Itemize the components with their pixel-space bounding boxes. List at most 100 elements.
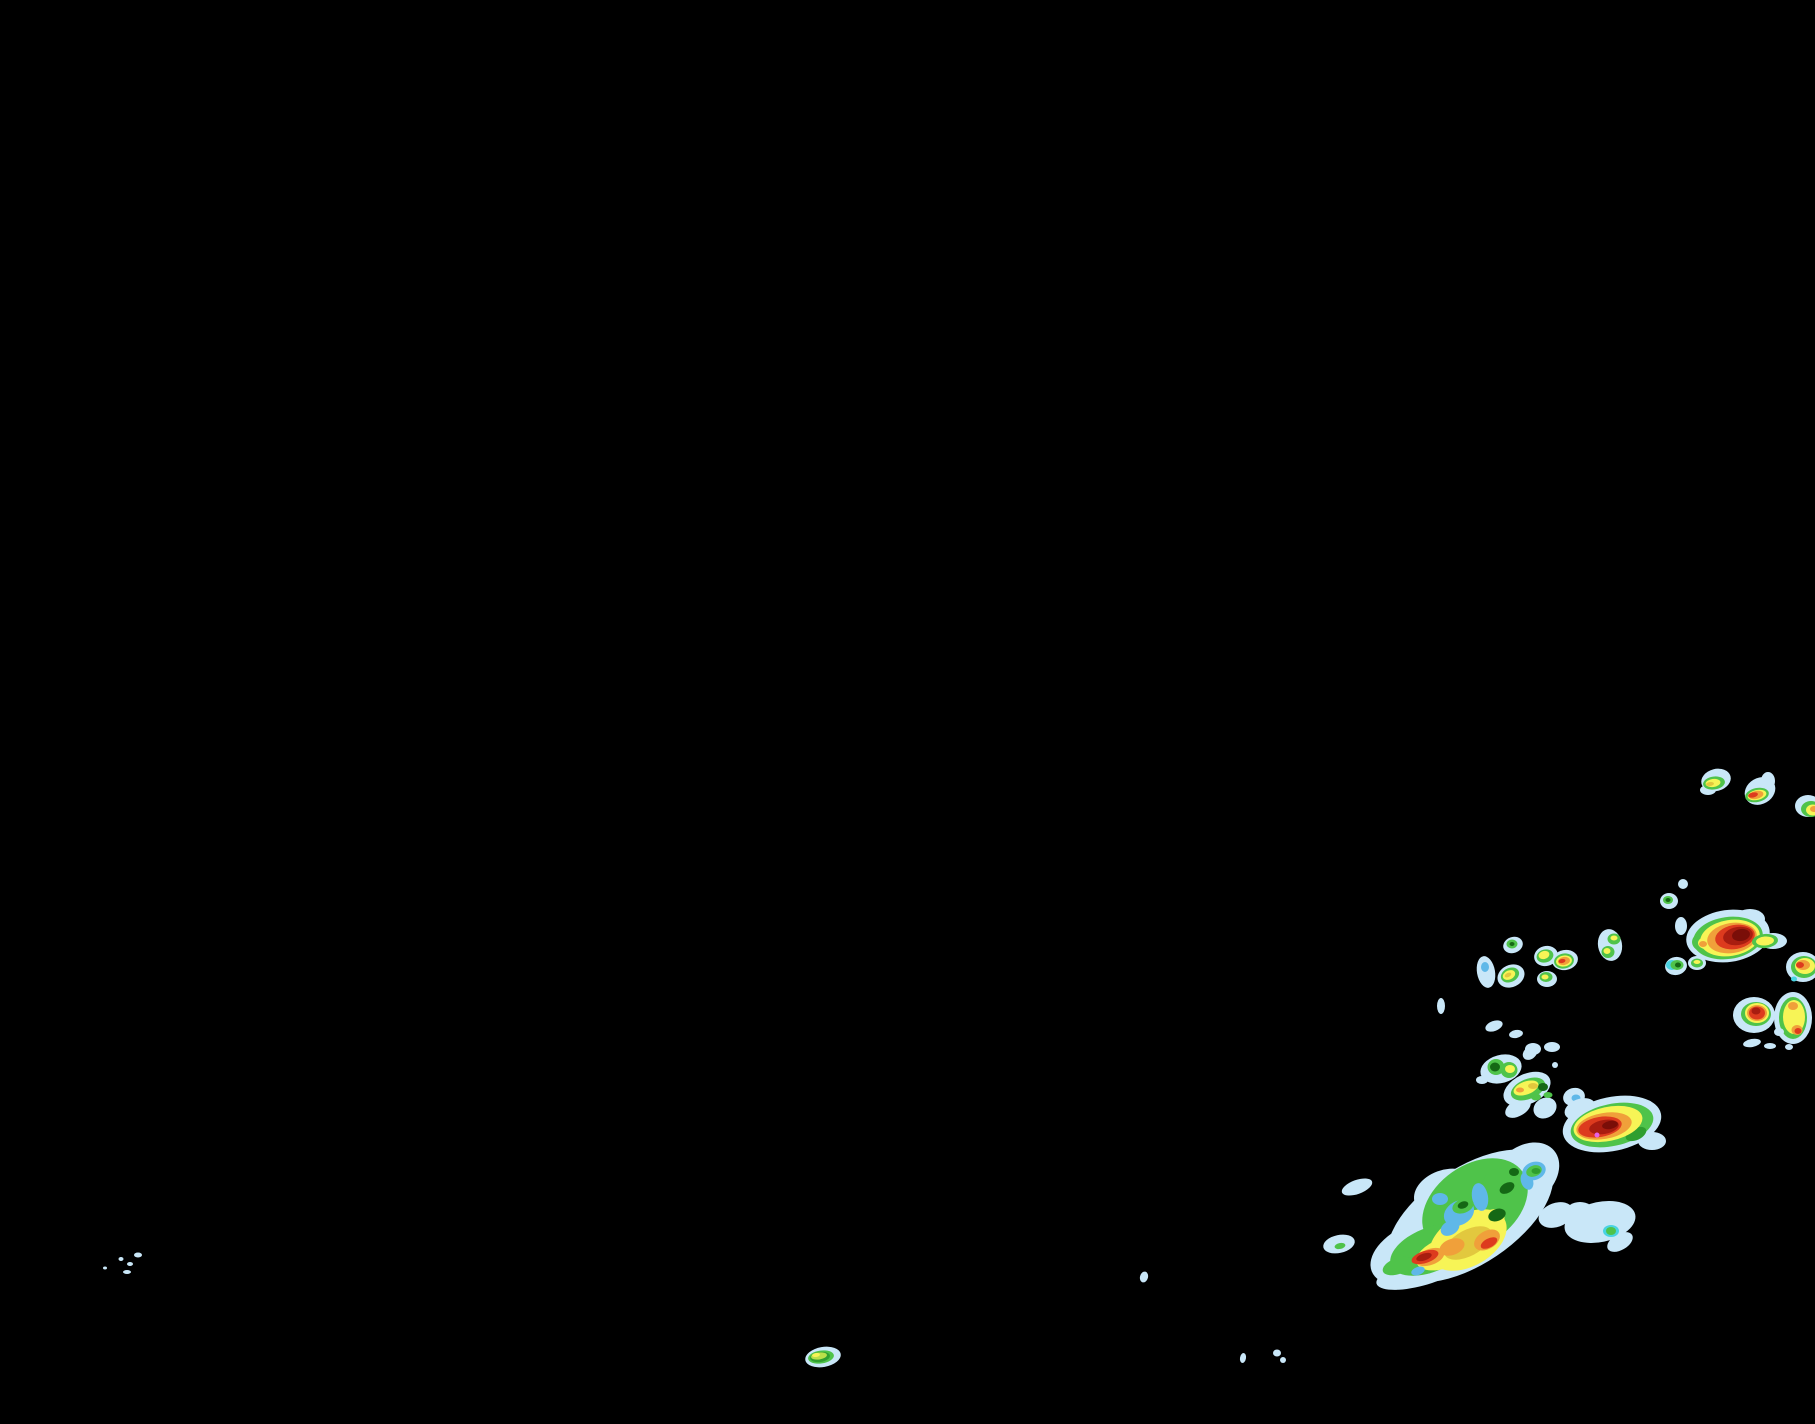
- storm-se-red-cell: [1733, 997, 1775, 1033]
- storm-mid-cell-3: [1497, 964, 1525, 988]
- storm-se-yellow-cell: [1774, 992, 1812, 1050]
- echo-level-o1: [1516, 1087, 1524, 1093]
- storm-mid-cell-9: [1665, 956, 1687, 976]
- echo-level-y2: [1706, 781, 1714, 787]
- echo-level-r2: [1416, 1252, 1432, 1262]
- storm-storm-ne-red: [1686, 909, 1787, 963]
- echo-level-r1: [1794, 1028, 1802, 1034]
- echo-level-cy: [1791, 976, 1797, 982]
- echo-level-o1: [1439, 1238, 1465, 1256]
- echo-level-g3: [1509, 942, 1515, 946]
- echo-level-l1: [1509, 1029, 1523, 1039]
- echo-level-r1: [1748, 792, 1758, 798]
- storm-mid-speck-1: [1678, 879, 1688, 889]
- storm-mid-cell-7: [1597, 929, 1623, 961]
- storm-storm-red-2: [1562, 1095, 1666, 1153]
- echo-level-r2: [1751, 1007, 1761, 1015]
- storm-ne-cell-c: [1795, 795, 1815, 817]
- echo-level-g1: [1334, 1242, 1346, 1250]
- echo-level-l2: [1481, 962, 1489, 972]
- echo-level-y2: [1528, 1083, 1538, 1089]
- echo-level-y1: [1538, 950, 1550, 960]
- echo-level-l1: [1239, 1353, 1247, 1363]
- storm-edge-cell-e: [1786, 952, 1815, 982]
- storm-mid-cell-6: [1537, 971, 1557, 987]
- echo-level-l1: [1273, 1349, 1281, 1357]
- echo-level-l2: [1471, 1183, 1489, 1211]
- echo-level-r1: [1480, 1237, 1498, 1249]
- echo-level-r3: [1602, 1120, 1618, 1130]
- echo-level-l1: [1566, 1202, 1594, 1222]
- storm-mid-blue-bits: [1437, 998, 1560, 1055]
- echo-level-g1: [1531, 1093, 1541, 1101]
- echo-level-o1: [1810, 806, 1815, 812]
- echo-level-y1: [812, 1352, 820, 1358]
- storm-south-green-cell: [805, 1346, 841, 1368]
- echo-level-l1: [1675, 917, 1687, 935]
- echo-level-l1: [1764, 1043, 1776, 1049]
- echo-level-g2: [1531, 1168, 1541, 1174]
- storm-ne-blue-specks: [1743, 1038, 1776, 1049]
- storm-mid-cell-8: [1660, 893, 1678, 909]
- storm-mid-speck-2: [1675, 917, 1687, 935]
- storm-heart-cell: [1476, 1054, 1522, 1084]
- echo-level-l1: [1139, 1271, 1149, 1283]
- echo-level-l1: [1341, 1178, 1373, 1196]
- storm-yellow-cluster: [1503, 1046, 1558, 1119]
- echo-level-g1: [1382, 1256, 1414, 1276]
- echo-level-g3: [1499, 1182, 1515, 1194]
- echo-level-l1: [127, 1262, 133, 1266]
- storm-mid-cell-1: [1503, 936, 1523, 954]
- echo-level-l1: [1437, 998, 1445, 1014]
- echo-level-g3: [1675, 962, 1681, 968]
- echo-level-l1: [123, 1270, 131, 1274]
- echo-level-r1: [1796, 962, 1804, 968]
- echo-level-l1: [1607, 1232, 1633, 1252]
- storm-south-speck-c: [1139, 1271, 1149, 1283]
- echo-level-y1: [1783, 1000, 1805, 1034]
- echo-level-l1: [1743, 1038, 1761, 1048]
- storm-ne-cell-a: [1700, 768, 1731, 795]
- echo-level-m: [1594, 1132, 1600, 1138]
- storm-mid-cell-4: [1534, 945, 1558, 967]
- echo-level-l1: [1505, 1098, 1531, 1118]
- echo-level-l1: [1533, 1097, 1557, 1119]
- storm-mid-cell-10: [1688, 956, 1706, 970]
- storm-right-blob: [1564, 1201, 1636, 1252]
- echo-level-g1: [1606, 1227, 1616, 1235]
- echo-level-g3: [1490, 1062, 1500, 1072]
- echo-level-l1: [1476, 956, 1496, 988]
- storm-south-specks: [1239, 1349, 1286, 1363]
- echo-level-l1: [1552, 1062, 1558, 1068]
- echo-level-g3: [1538, 1083, 1548, 1091]
- echo-level-y1: [1603, 948, 1611, 954]
- echo-level-l1: [1638, 1132, 1666, 1150]
- echo-level-y1: [1693, 960, 1701, 964]
- echo-level-y2: [1504, 972, 1512, 978]
- echo-level-l1: [1761, 772, 1775, 790]
- echo-level-l1: [134, 1252, 142, 1258]
- echo-level-g3: [1457, 1201, 1469, 1209]
- echo-level-l1: [1544, 1042, 1560, 1052]
- storm-mid-cell-2: [1476, 956, 1496, 988]
- echo-level-o1: [1788, 1002, 1798, 1010]
- echo-level-y1: [1541, 974, 1549, 980]
- storm-ne-cell-b: [1744, 772, 1776, 805]
- echo-level-l1: [103, 1266, 107, 1270]
- echo-level-l1: [1476, 1076, 1488, 1084]
- echo-level-l2: [1411, 1266, 1425, 1276]
- echo-level-l1: [1538, 1202, 1574, 1228]
- storm-nw-streak: [1341, 1178, 1373, 1196]
- storm-mid-cell-5: [1552, 949, 1578, 971]
- echo-level-g1: [1543, 1092, 1553, 1098]
- echo-level-g3: [1665, 898, 1671, 902]
- echo-level-l1: [1280, 1357, 1286, 1363]
- echo-level-l2: [1440, 1220, 1460, 1236]
- storm-west-cell: [1323, 1234, 1355, 1254]
- echo-level-g3: [1509, 1168, 1519, 1176]
- echo-level-y1: [1610, 935, 1618, 941]
- echo-level-r3: [1732, 928, 1750, 942]
- echo-level-l1: [1785, 1044, 1793, 1050]
